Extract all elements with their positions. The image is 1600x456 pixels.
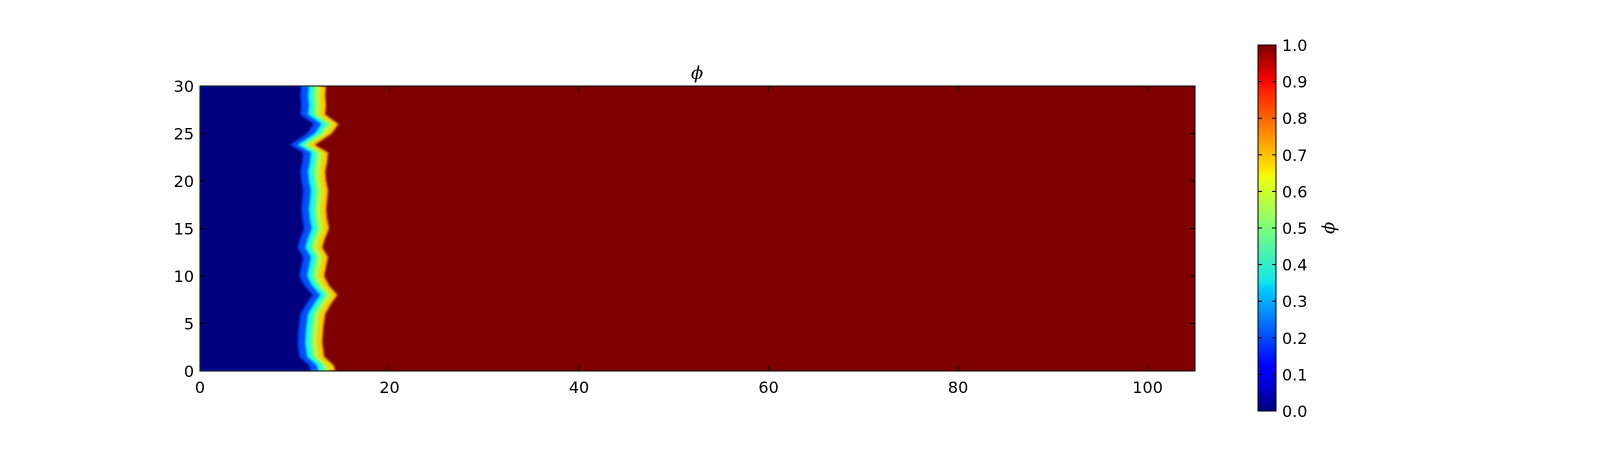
- x-tick-label: 60: [758, 378, 778, 397]
- colorbar-tick-label: 0.0: [1282, 402, 1307, 421]
- x-tick-label: 80: [948, 378, 968, 397]
- y-tick-label: 5: [184, 315, 194, 334]
- colorbar-tick-label: 0.7: [1282, 146, 1307, 165]
- x-tick-label: 0: [195, 378, 205, 397]
- colorbar: 0.0 0.1 0.2 0.3 0.4 0.5 0.6 0.7 0.8 0.9 1.0 ϕ: [1257, 36, 1341, 421]
- y-axis: 0 5 10 15 20 25 30: [174, 77, 1195, 381]
- x-tick-label: 20: [379, 378, 399, 397]
- colorbar-tick-label: 0.3: [1282, 292, 1307, 311]
- colorbar-ticks: 0.0 0.1 0.2 0.3 0.4 0.5 0.6 0.7 0.8 0.9 1.0: [1258, 36, 1307, 421]
- y-tick-label: 10: [174, 267, 194, 286]
- colorbar-label: ϕ: [1320, 222, 1341, 234]
- heatmap-plot-area: [200, 86, 1195, 371]
- heatmap-high-region: [200, 86, 1195, 371]
- colorbar-tick-label: 0.5: [1282, 219, 1307, 238]
- heatmap-interface: [200, 86, 339, 371]
- colorbar-tick-label: 0.9: [1282, 73, 1307, 92]
- y-tick-label: 25: [174, 125, 194, 144]
- x-axis: 0 20 40 60 80 100: [195, 86, 1163, 397]
- y-tick-label: 30: [174, 77, 194, 96]
- x-tick-label: 100: [1132, 378, 1163, 397]
- colorbar-tick-label: 0.4: [1282, 256, 1307, 275]
- interface-band-4: [200, 86, 314, 371]
- y-tick-label: 0: [184, 362, 194, 381]
- colorbar-tick-label: 0.8: [1282, 109, 1307, 128]
- x-tick-label: 40: [569, 378, 589, 397]
- colorbar-tick-label: 0.1: [1282, 365, 1307, 384]
- y-tick-label: 20: [174, 172, 194, 191]
- y-tick-label: 15: [174, 220, 194, 239]
- colorbar-tick-label: 0.6: [1282, 182, 1307, 201]
- chart-title: ϕ: [691, 63, 703, 84]
- colorbar-tick-label: 1.0: [1282, 36, 1307, 55]
- colorbar-tick-label: 0.2: [1282, 329, 1307, 348]
